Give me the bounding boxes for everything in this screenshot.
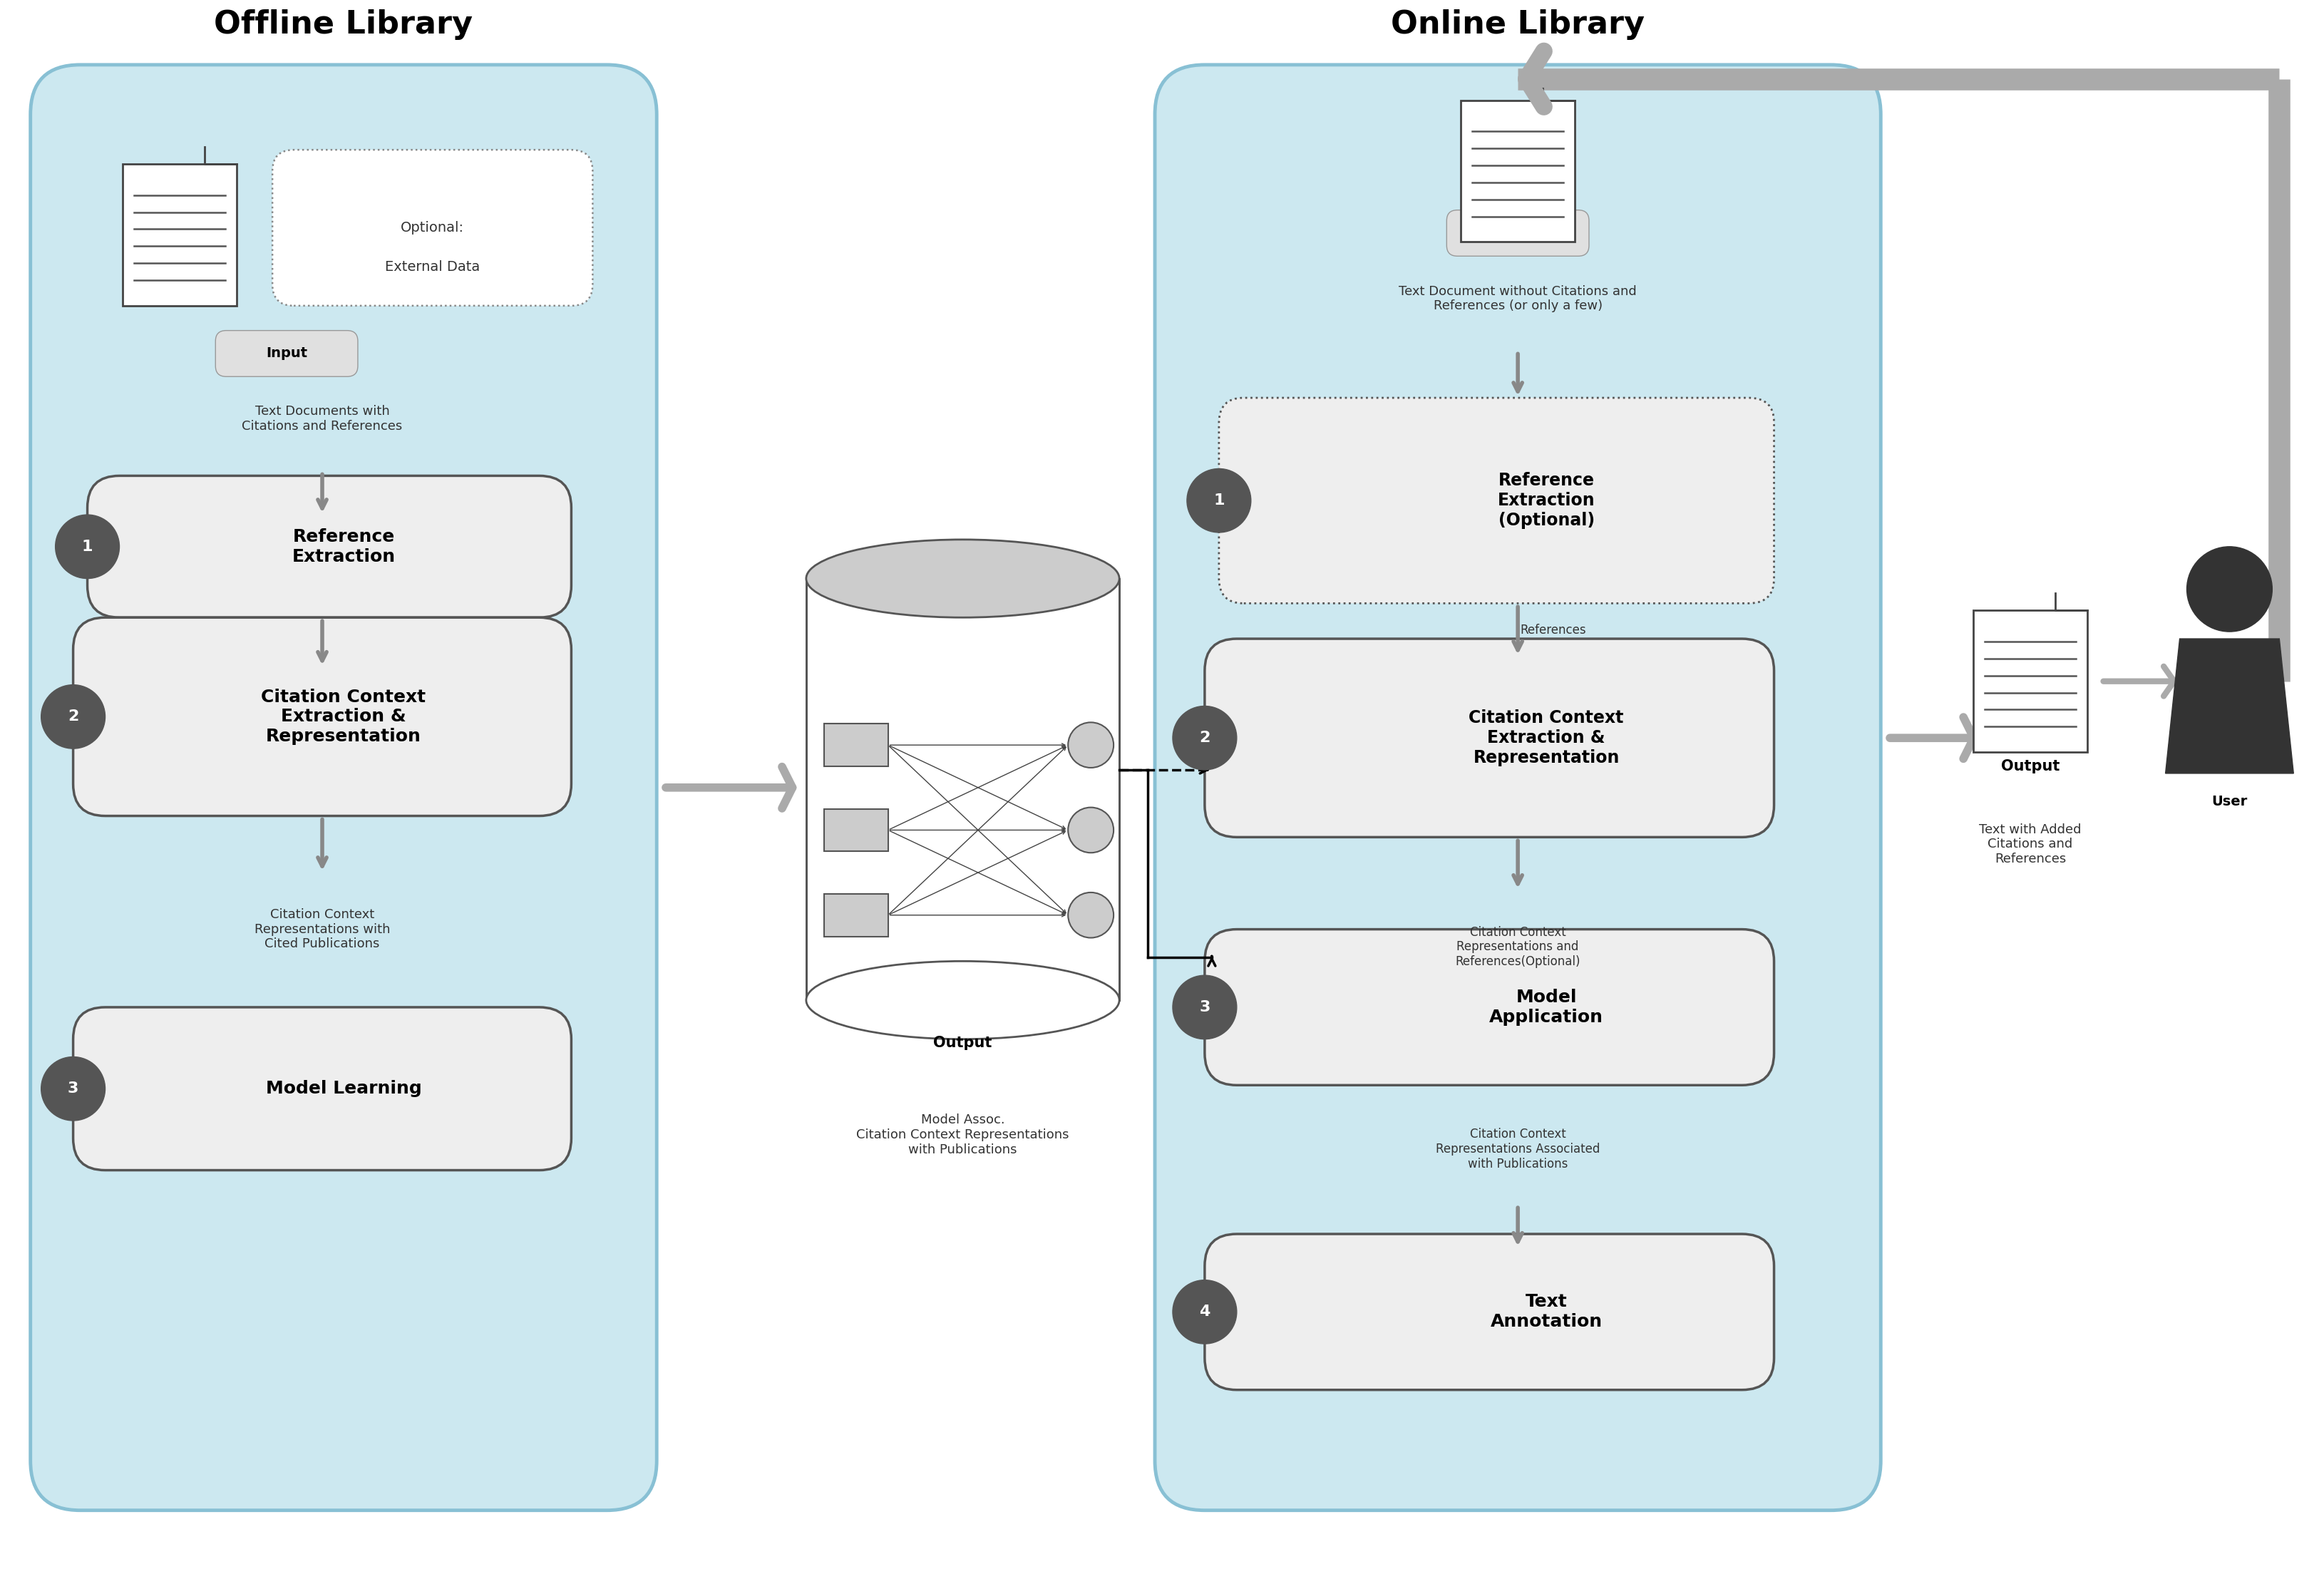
FancyBboxPatch shape [72, 618, 572, 816]
Text: Optional:: Optional: [400, 221, 465, 234]
Text: Online Library: Online Library [1392, 9, 1645, 39]
Polygon shape [2166, 639, 2294, 774]
Circle shape [42, 1058, 105, 1120]
Text: 4: 4 [1199, 1305, 1211, 1320]
Text: Input: Input [265, 347, 307, 359]
Text: Citation Context
Extraction &
Representation: Citation Context Extraction & Representa… [1469, 709, 1624, 766]
Text: External Data: External Data [386, 260, 481, 273]
Text: Citation Context
Representations and
References(Optional): Citation Context Representations and Ref… [1455, 926, 1580, 968]
Text: 2: 2 [67, 709, 79, 723]
Text: Reference
Extraction: Reference Extraction [293, 529, 395, 565]
FancyBboxPatch shape [1204, 639, 1773, 838]
FancyBboxPatch shape [825, 723, 888, 766]
Circle shape [1188, 469, 1250, 532]
Text: Text Document without Citations and
References (or only a few): Text Document without Citations and Refe… [1399, 286, 1636, 312]
Circle shape [2187, 546, 2273, 632]
Text: Citation Context
Representations with
Cited Publications: Citation Context Representations with Ci… [253, 908, 390, 951]
Text: Text with Added
Citations and
References: Text with Added Citations and References [1980, 824, 2082, 866]
FancyBboxPatch shape [1155, 64, 1880, 1511]
FancyBboxPatch shape [1462, 100, 1576, 242]
FancyBboxPatch shape [825, 894, 888, 937]
FancyBboxPatch shape [72, 1007, 572, 1170]
FancyBboxPatch shape [825, 808, 888, 852]
Text: 3: 3 [1199, 999, 1211, 1014]
FancyBboxPatch shape [216, 331, 358, 377]
Text: Text Documents with
Citations and References: Text Documents with Citations and Refere… [242, 405, 402, 433]
Text: 1: 1 [81, 540, 93, 554]
Circle shape [42, 684, 105, 748]
Text: 2: 2 [1199, 731, 1211, 745]
Text: Output: Output [2001, 759, 2059, 774]
Text: Output: Output [934, 1036, 992, 1050]
Circle shape [1069, 893, 1113, 938]
FancyBboxPatch shape [1973, 610, 2087, 752]
Circle shape [1069, 808, 1113, 852]
Text: Model
Application: Model Application [1490, 988, 1604, 1026]
FancyBboxPatch shape [1446, 210, 1590, 256]
Text: Offline Library: Offline Library [214, 9, 474, 39]
FancyBboxPatch shape [1218, 399, 1773, 604]
Bar [806, 579, 1120, 999]
Text: Citation Context
Extraction &
Representation: Citation Context Extraction & Representa… [260, 689, 425, 745]
Circle shape [56, 515, 119, 579]
Text: Reference
Extraction
(Optional): Reference Extraction (Optional) [1497, 472, 1594, 529]
Text: User: User [2212, 795, 2247, 808]
Circle shape [1174, 706, 1236, 770]
Circle shape [1174, 976, 1236, 1039]
FancyBboxPatch shape [1204, 929, 1773, 1086]
FancyBboxPatch shape [1204, 1233, 1773, 1390]
FancyBboxPatch shape [30, 64, 658, 1511]
Text: References: References [1520, 624, 1587, 637]
Text: Text
Annotation: Text Annotation [1490, 1293, 1601, 1331]
Text: Model Assoc.
Citation Context Representations
with Publications: Model Assoc. Citation Context Representa… [855, 1114, 1069, 1156]
Text: Model Learning: Model Learning [265, 1079, 421, 1097]
Ellipse shape [806, 540, 1120, 618]
Ellipse shape [806, 962, 1120, 1039]
Text: 3: 3 [67, 1081, 79, 1095]
FancyBboxPatch shape [123, 165, 237, 306]
FancyBboxPatch shape [88, 475, 572, 618]
Text: 1: 1 [1213, 493, 1225, 508]
Circle shape [1174, 1280, 1236, 1343]
Text: Input: Input [1497, 226, 1538, 240]
Text: Citation Context
Representations Associated
with Publications: Citation Context Representations Associa… [1436, 1128, 1599, 1170]
FancyBboxPatch shape [272, 149, 593, 306]
Circle shape [1069, 722, 1113, 767]
